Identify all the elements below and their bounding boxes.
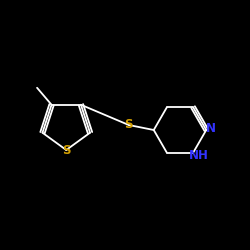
Text: NH: NH — [189, 149, 208, 162]
Text: S: S — [124, 118, 133, 132]
Text: S: S — [62, 144, 70, 156]
Text: N: N — [206, 122, 216, 134]
